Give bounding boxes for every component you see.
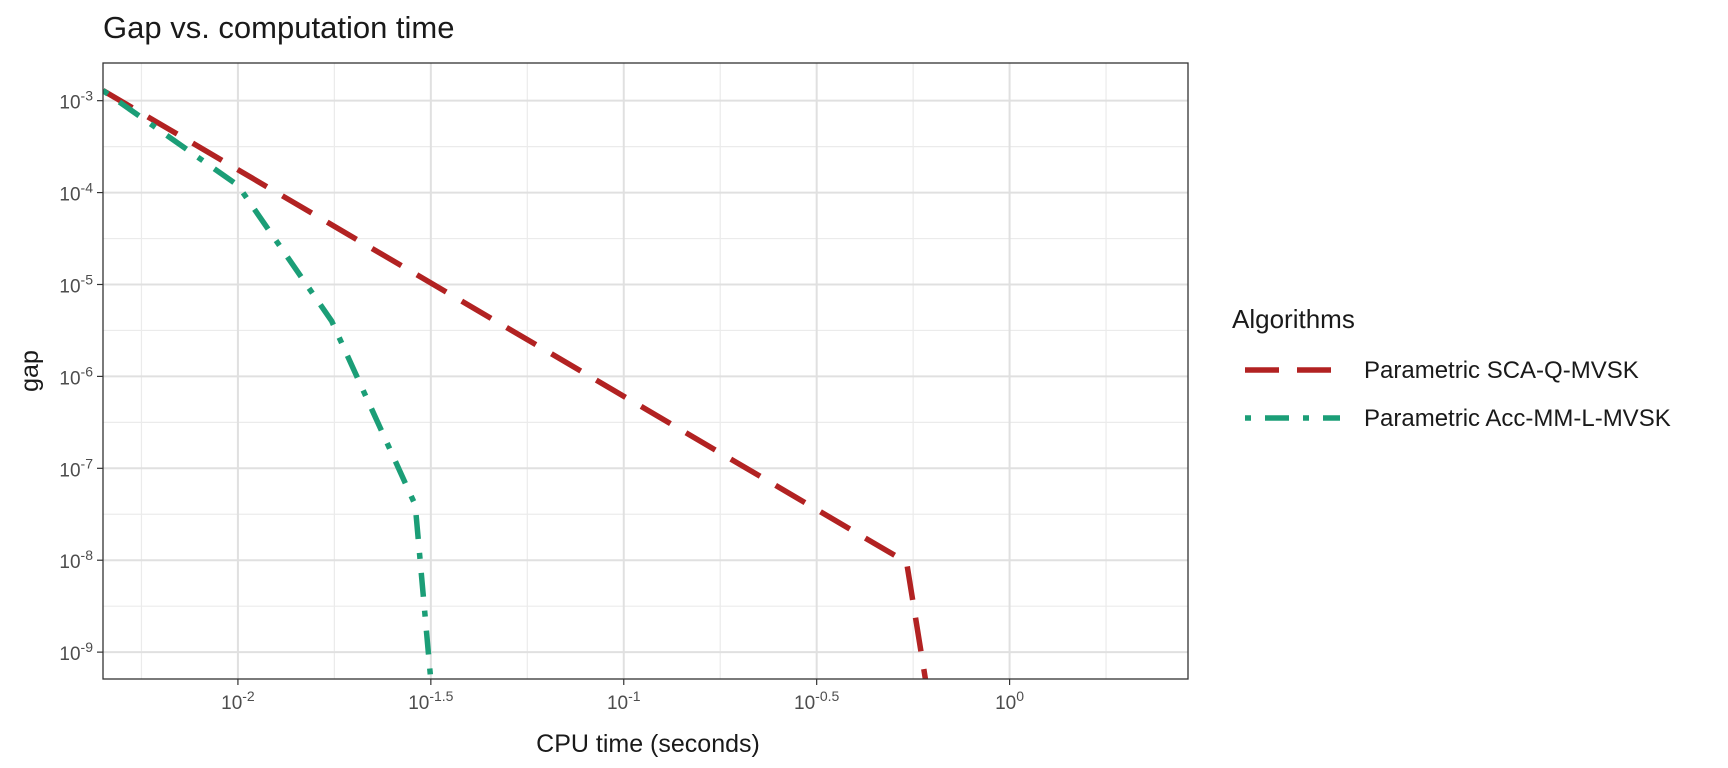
x-tick-label: 100 xyxy=(995,688,1024,714)
y-tick-label: 10-4 xyxy=(59,180,93,206)
y-tick-label: 10-8 xyxy=(59,547,93,573)
y-tick-label: 10-5 xyxy=(59,271,93,297)
series-line xyxy=(103,88,434,679)
x-tick-label: 10-0.5 xyxy=(794,688,839,714)
y-tick-label: 10-9 xyxy=(59,639,93,665)
chart-title: Gap vs. computation time xyxy=(103,10,455,45)
x-axis-label: CPU time (seconds) xyxy=(536,730,760,758)
x-tick-label: 10-1 xyxy=(607,688,641,714)
series-line xyxy=(103,88,929,679)
x-tick-label: 10-1.5 xyxy=(408,688,453,714)
y-tick-label: 10-6 xyxy=(59,363,93,389)
y-axis-label: gap xyxy=(16,350,44,392)
y-tick-label: 10-7 xyxy=(59,455,93,481)
y-tick-label: 10-3 xyxy=(59,88,93,114)
legend-label: Parametric SCA-Q-MVSK xyxy=(1364,357,1639,384)
x-tick-label: 10-2 xyxy=(221,688,255,714)
legend-label: Parametric Acc-MM-L-MVSK xyxy=(1364,405,1671,432)
legend-title: Algorithms xyxy=(1232,304,1355,334)
plot-background xyxy=(103,63,1188,679)
plot-border xyxy=(102,62,1189,680)
